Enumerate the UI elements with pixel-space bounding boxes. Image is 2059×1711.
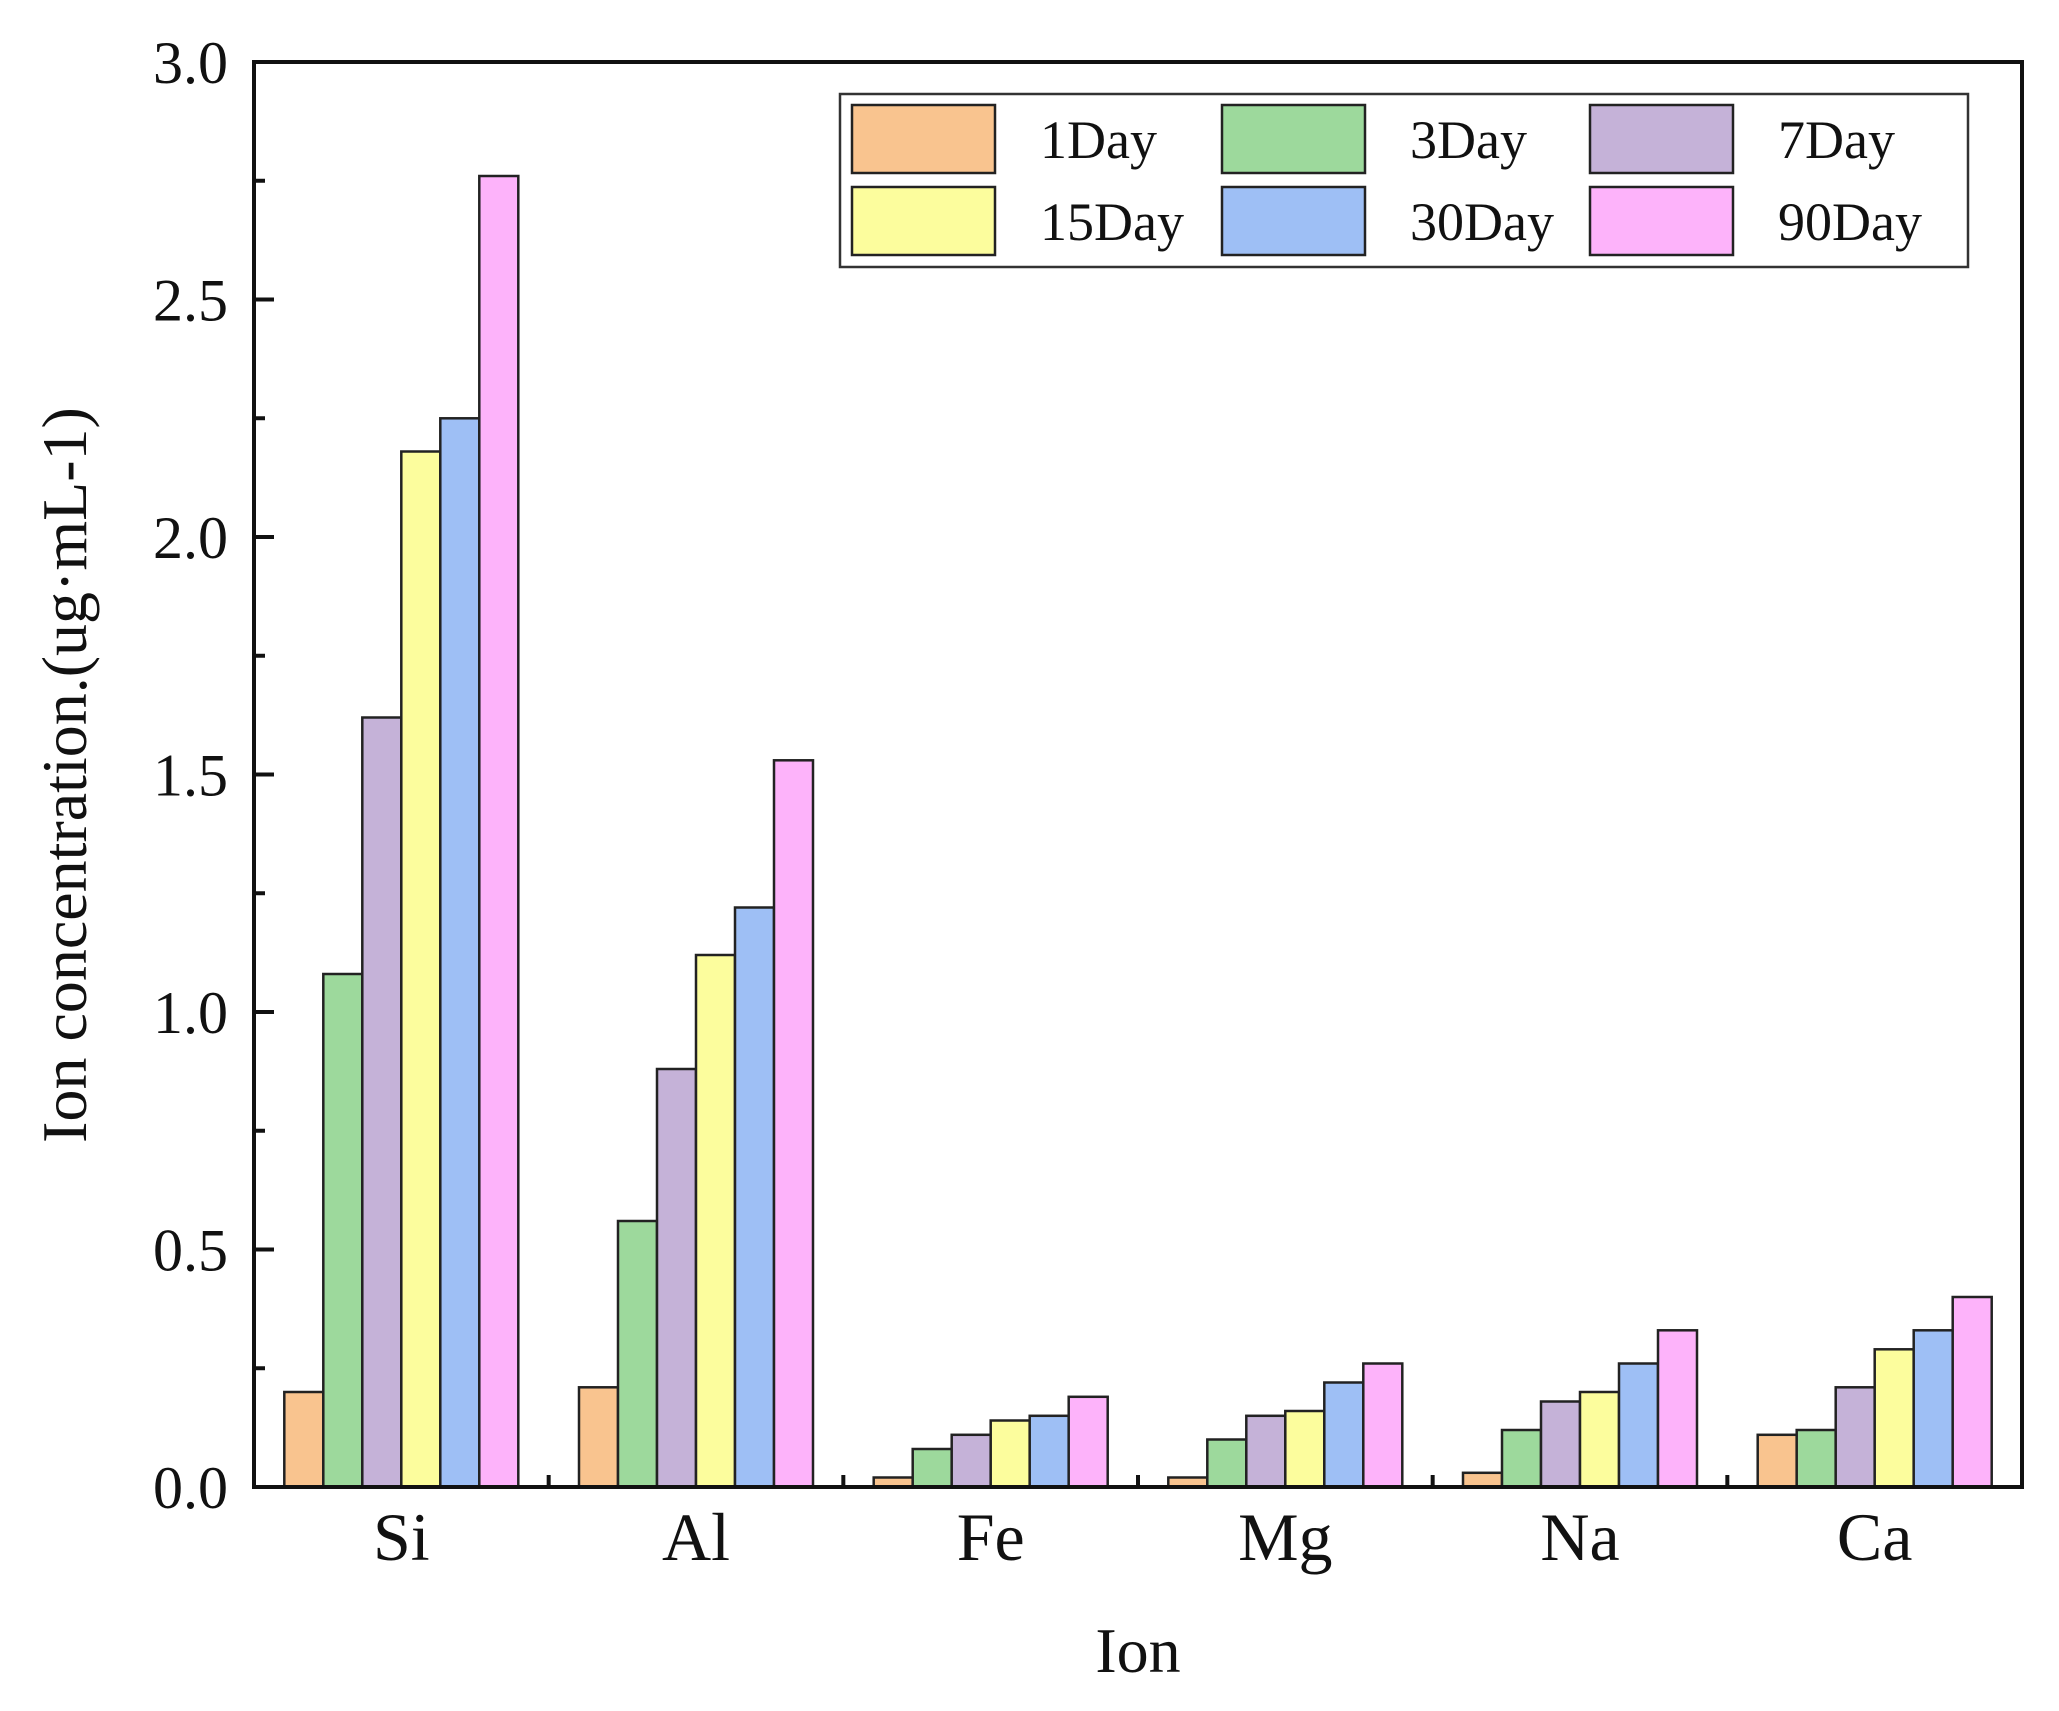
- bars-layer: [283, 174, 1993, 1489]
- legend-label-1day: 1Day: [1040, 110, 1157, 170]
- bar-na-30day: [1617, 1362, 1660, 1489]
- legend-swatch-30day: [1220, 185, 1367, 257]
- x-tick-label-si: Si: [373, 1499, 430, 1575]
- y-tick-label: 1.0: [153, 980, 228, 1046]
- x-tick-label-mg: Mg: [1238, 1499, 1332, 1575]
- legend-label-3day: 3Day: [1410, 110, 1527, 170]
- bar-mg-30day: [1323, 1381, 1365, 1489]
- legend-swatch-3day: [1220, 103, 1367, 175]
- y-tick-label: 0.0: [153, 1455, 228, 1521]
- bar-si-1day: [283, 1390, 325, 1489]
- x-tick-label-al: Al: [662, 1499, 730, 1575]
- bar-si-7day: [361, 716, 403, 1489]
- bar-si-90day: [478, 174, 520, 1489]
- bar-ca-15day: [1873, 1348, 1915, 1489]
- bar-na-15day: [1578, 1390, 1621, 1489]
- bar-fe-7day: [950, 1433, 992, 1489]
- legend-swatch-7day: [1588, 103, 1735, 175]
- bar-al-3day: [616, 1219, 659, 1489]
- bar-ca-3day: [1795, 1428, 1837, 1489]
- bar-na-3day: [1500, 1428, 1543, 1489]
- bar-fe-3day: [911, 1447, 953, 1489]
- bar-na-7day: [1539, 1400, 1582, 1489]
- y-tick-label: 0.5: [153, 1218, 228, 1284]
- legend-swatch-90day: [1588, 185, 1735, 257]
- bar-al-15day: [694, 953, 737, 1489]
- y-tick-label: 3.0: [153, 30, 228, 96]
- axes-layer: Si Al Fe Mg Na Ca 0.0 0.5 1.0 1.5 2.0 2.5 3.0: [153, 30, 1912, 1575]
- x-axis-title: Ion: [1095, 1615, 1180, 1686]
- bar-na-90day: [1656, 1329, 1699, 1489]
- bar-mg-3day: [1206, 1438, 1248, 1489]
- legend-label-15day: 15Day: [1040, 192, 1184, 252]
- x-tick-label-ca: Ca: [1837, 1499, 1913, 1575]
- y-tick-label: 1.5: [153, 743, 228, 809]
- x-tick-label-fe: Fe: [957, 1499, 1025, 1575]
- legend-label-90day: 90Day: [1778, 192, 1922, 252]
- bar-mg-90day: [1362, 1362, 1404, 1489]
- bar-ca-90day: [1951, 1295, 1993, 1489]
- bar-mg-15day: [1284, 1409, 1326, 1489]
- bar-ca-30day: [1912, 1329, 1954, 1489]
- y-tick-label: 2.5: [153, 268, 228, 334]
- y-axis-title: Ion concentration.(ug·mL-1): [29, 407, 100, 1143]
- bar-ca-7day: [1834, 1386, 1876, 1489]
- bar-al-7day: [655, 1067, 698, 1489]
- legend-label-7day: 7Day: [1778, 110, 1895, 170]
- legend-label-30day: 30Day: [1410, 192, 1554, 252]
- bar-na-1day: [1461, 1471, 1504, 1489]
- bar-al-30day: [733, 906, 776, 1489]
- bar-si-30day: [439, 417, 481, 1489]
- legend-swatch-1day: [850, 103, 997, 175]
- bar-fe-30day: [1028, 1414, 1070, 1489]
- x-tick-label-na: Na: [1540, 1499, 1619, 1575]
- legend-box: [838, 92, 1970, 269]
- bar-al-1day: [577, 1386, 620, 1489]
- bar-si-3day: [322, 972, 364, 1489]
- bar-mg-7day: [1245, 1414, 1287, 1489]
- bar-fe-15day: [989, 1419, 1031, 1489]
- y-tick-label: 2.0: [153, 505, 228, 571]
- bar-fe-90day: [1067, 1395, 1109, 1489]
- bar-al-90day: [772, 759, 815, 1489]
- legend-swatch-15day: [850, 185, 997, 257]
- legend: 1Day 3Day 7Day 15Day 30Day 90Day: [838, 92, 1970, 269]
- bar-ca-1day: [1756, 1433, 1798, 1489]
- bar-si-15day: [400, 450, 442, 1489]
